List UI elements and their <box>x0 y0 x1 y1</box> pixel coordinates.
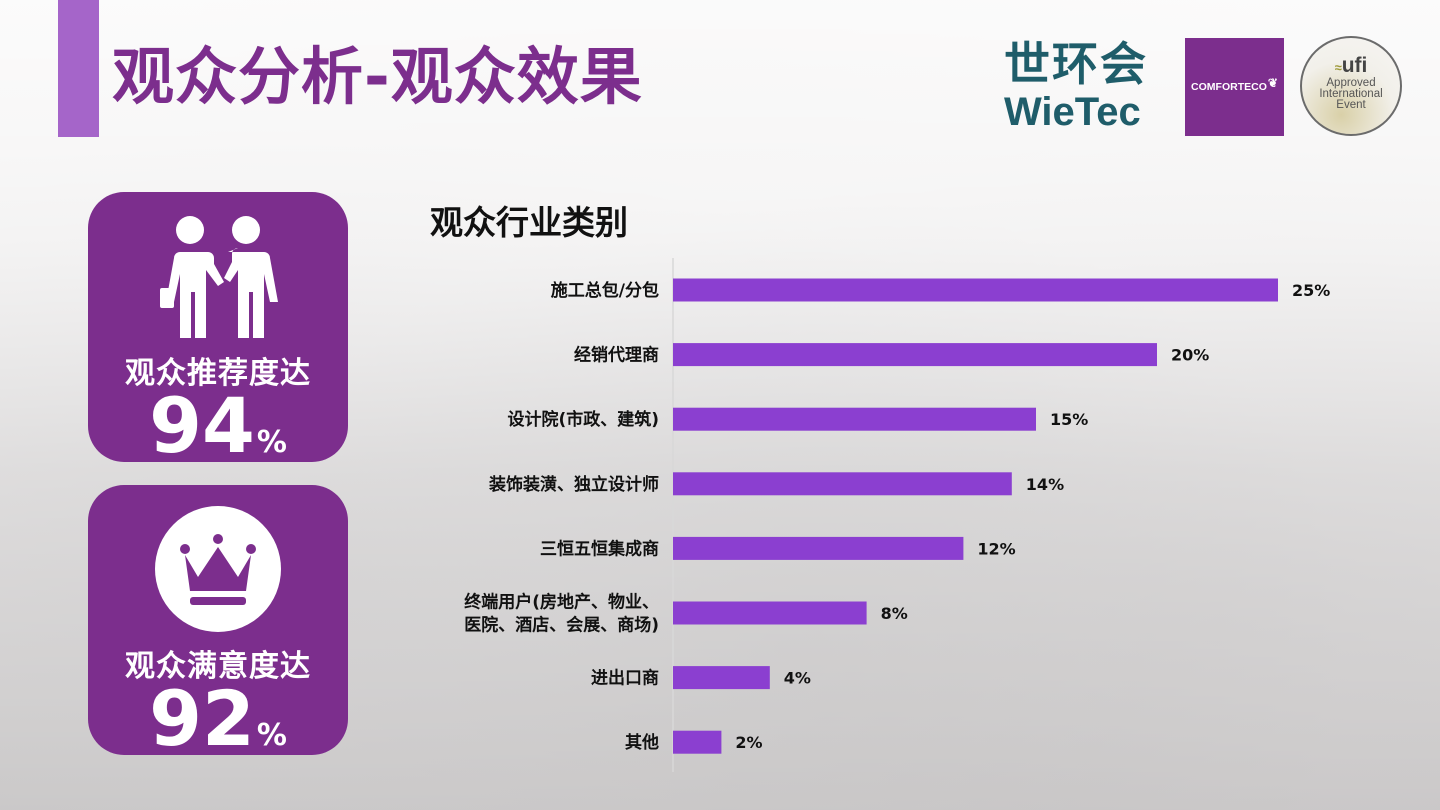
wietec-logo: 世环会 WieTec <box>1004 38 1166 138</box>
bar-value-label-5: 8% <box>881 604 908 623</box>
bar-value-label-2: 15% <box>1050 410 1088 429</box>
satisfaction-value: 92% <box>149 674 287 763</box>
ufi-mark-icon: ≈ <box>1334 60 1342 75</box>
wietec-logo-en: WieTec <box>1004 90 1141 134</box>
recommendation-label: 观众推荐度达 <box>125 356 311 391</box>
category-label-4: 三恒五恒集成商 <box>540 538 659 559</box>
category-label-5-line-1: 医院、酒店、会展、商场) <box>464 615 659 636</box>
category-label-3: 装饰装潢、独立设计师 <box>488 474 659 495</box>
bar-2 <box>673 407 1036 431</box>
category-label-6: 进出口商 <box>591 668 659 689</box>
category-label-0: 施工总包/分包 <box>551 280 659 301</box>
ufi-logo-line1: Approved <box>1326 77 1376 89</box>
bar-5 <box>673 601 867 625</box>
comforteco-logo: COMFORTECO ❦ <box>1185 38 1284 136</box>
category-label-1: 经销代理商 <box>574 345 659 366</box>
title-accent-bar <box>58 0 99 137</box>
bar-value-label-6: 4% <box>784 669 811 688</box>
recommendation-value: 94% <box>149 381 287 470</box>
bar-value-label-1: 20% <box>1171 346 1209 365</box>
bar-6 <box>673 666 770 690</box>
handshake-people-icon <box>160 216 278 338</box>
category-label-2: 设计院(市政、建筑) <box>507 409 659 430</box>
bar-value-label-7: 2% <box>735 733 762 752</box>
ufi-logo-line3: Event <box>1336 99 1366 111</box>
wietec-logo-cn: 世环会 <box>1004 37 1148 91</box>
bar-1 <box>673 343 1157 367</box>
bar-0 <box>673 278 1278 302</box>
ufi-approved-event-logo: ≈ufi Approved International Event <box>1300 36 1402 136</box>
category-label-5-line-0: 终端用户(房地产、物业、 <box>464 592 659 613</box>
ufi-logo-brand: ≈ufi <box>1334 54 1368 77</box>
bar-value-label-0: 25% <box>1292 281 1330 300</box>
category-label-7: 其他 <box>625 732 659 753</box>
bar-value-label-4: 12% <box>977 539 1015 558</box>
satisfaction-kpi-card: 观众满意度达 92% <box>88 485 348 757</box>
crown-icon <box>155 506 281 632</box>
ufi-logo-line2: International <box>1319 88 1383 100</box>
bar-3 <box>673 472 1012 496</box>
satisfaction-label: 观众满意度达 <box>125 649 311 684</box>
bar-4 <box>673 536 964 560</box>
leaf-icon: ❦ <box>1267 76 1278 90</box>
recommendation-kpi-card: 观众推荐度达 94% <box>88 192 348 464</box>
comforteco-logo-text: COMFORTECO <box>1191 81 1267 93</box>
chart-title: 观众行业类别 <box>430 203 628 242</box>
bar-value-label-3: 14% <box>1026 475 1064 494</box>
slide-title: 观众分析-观众效果 <box>112 40 643 113</box>
bar-7 <box>673 730 722 754</box>
